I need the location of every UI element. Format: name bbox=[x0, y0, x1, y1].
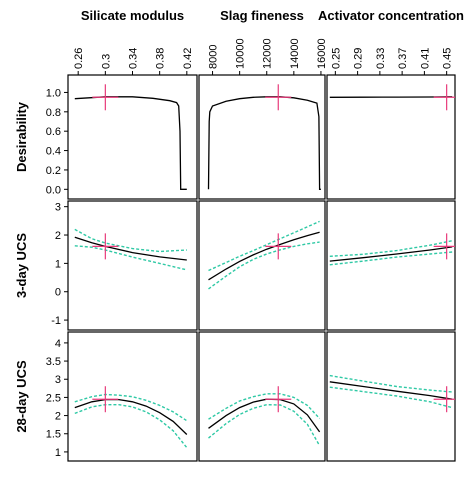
panel-frame bbox=[67, 331, 198, 462]
panel-frame bbox=[326, 200, 456, 331]
lower-ci-line bbox=[208, 241, 320, 290]
prediction-line bbox=[74, 398, 188, 435]
y-tick-label: 0 bbox=[55, 287, 61, 299]
x-tick-label: 0.29 bbox=[353, 48, 365, 69]
panel-frame bbox=[67, 74, 198, 200]
x-tick-label: 14000 bbox=[289, 38, 301, 69]
panel-plot bbox=[329, 374, 455, 413]
y-tick-label: 0.6 bbox=[46, 126, 61, 138]
panel-frame bbox=[326, 74, 456, 200]
panel-frame bbox=[198, 74, 326, 200]
upper-ci-line bbox=[74, 393, 188, 422]
y-tick-label: 0.2 bbox=[46, 165, 61, 177]
column-title: Slag fineness bbox=[220, 8, 304, 23]
x-tick-label: 0.34 bbox=[128, 48, 140, 69]
prediction-line bbox=[74, 236, 187, 261]
y-tick-label: 2.5 bbox=[46, 392, 61, 404]
x-tick-label: 0.33 bbox=[375, 48, 387, 69]
row-label: Desirability bbox=[14, 101, 29, 172]
y-tick-label: 1.5 bbox=[46, 429, 61, 441]
x-tick-label: 0.38 bbox=[155, 48, 167, 69]
y-tick-label: 1 bbox=[55, 258, 61, 270]
panel-plot bbox=[329, 233, 455, 266]
y-tick-label: 0.4 bbox=[46, 146, 61, 158]
lower-ci-line bbox=[329, 251, 453, 266]
y-tick-label: 3.5 bbox=[46, 356, 61, 368]
panel-plot bbox=[74, 228, 187, 271]
x-tick-label: 0.41 bbox=[419, 48, 431, 69]
x-tick-label: 0.45 bbox=[442, 48, 454, 69]
x-tick-label: 16000 bbox=[316, 38, 328, 69]
y-tick-label: 0.0 bbox=[46, 184, 61, 196]
y-tick-label: -1 bbox=[51, 315, 61, 327]
y-tick-label: 0.8 bbox=[46, 107, 61, 119]
panel-plot bbox=[74, 386, 188, 449]
y-tick-label: 1.0 bbox=[46, 87, 61, 99]
column-title: Activator concentration bbox=[318, 8, 464, 23]
upper-ci-line bbox=[74, 228, 187, 253]
panel-plot bbox=[208, 220, 320, 290]
column-title: Silicate modulus bbox=[81, 8, 184, 23]
lower-ci-line bbox=[329, 386, 453, 409]
prediction-line bbox=[329, 381, 453, 400]
x-tick-label: 8000 bbox=[208, 45, 220, 69]
x-tick-label: 0.3 bbox=[100, 54, 112, 69]
x-tick-label: 0.37 bbox=[397, 48, 409, 69]
upper-ci-line bbox=[329, 374, 453, 393]
x-tick-label: 0.25 bbox=[330, 48, 342, 69]
x-tick-label: 12000 bbox=[262, 38, 274, 69]
panel-frame bbox=[67, 200, 198, 331]
y-tick-label: 4 bbox=[55, 338, 61, 350]
row-label: 28-day UCS bbox=[14, 360, 29, 433]
y-tick-label: 3 bbox=[55, 374, 61, 386]
lower-ci-line bbox=[74, 245, 187, 271]
y-tick-label: 3 bbox=[55, 202, 61, 214]
prediction-line bbox=[208, 231, 320, 281]
x-tick-label: 10000 bbox=[235, 38, 247, 69]
panel-plot bbox=[207, 84, 321, 190]
panel-frame bbox=[198, 331, 326, 462]
lower-ci-line bbox=[74, 404, 188, 449]
y-tick-label: 2 bbox=[55, 411, 61, 423]
panel-plot bbox=[208, 386, 321, 447]
prediction-line bbox=[329, 246, 453, 262]
x-tick-label: 0.26 bbox=[73, 48, 85, 69]
upper-ci-line bbox=[208, 393, 321, 420]
prediction-line bbox=[74, 96, 187, 190]
panel-plot bbox=[329, 84, 455, 111]
panel-plot bbox=[74, 84, 187, 190]
upper-ci-line bbox=[329, 240, 453, 257]
y-tick-label: 2 bbox=[55, 230, 61, 242]
row-label: 3-day UCS bbox=[14, 233, 29, 298]
x-tick-label: 0.42 bbox=[182, 48, 194, 69]
y-tick-label: 1 bbox=[55, 447, 61, 459]
